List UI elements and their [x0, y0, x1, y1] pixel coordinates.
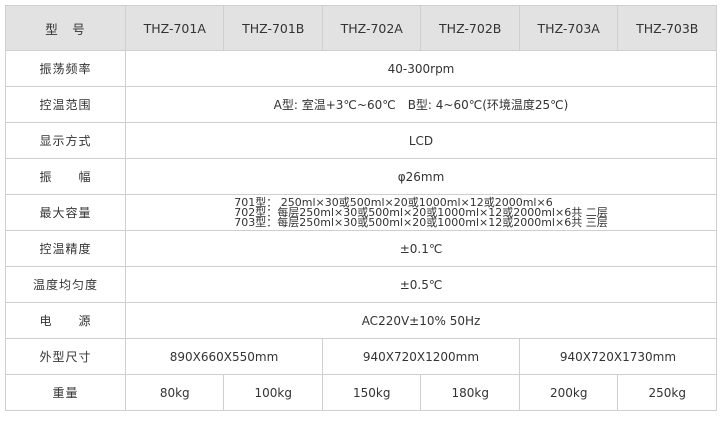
header-row: 型 号 THZ-701A THZ-701B THZ-702A THZ-702B …: [5, 5, 717, 51]
model-cell: THZ-701B: [223, 5, 323, 51]
model-cell: THZ-702A: [321, 5, 422, 51]
row-label: 控温范围: [5, 86, 126, 123]
row-frequency: 振荡频率 40-300rpm: [5, 50, 717, 87]
row-uniformity: 温度均匀度 ±0.5℃: [5, 266, 717, 303]
row-value: ±0.1℃: [125, 230, 717, 267]
row-weight: 重量 80kg 100kg 150kg 180kg 200kg 250kg: [5, 374, 717, 411]
size-value: 940X720X1730mm: [518, 338, 718, 375]
row-value: A型: 室温+3℃~60℃ B型: 4~60℃(环境温度25℃): [125, 86, 717, 123]
capacity-line: 703型：每层250ml×30或500ml×20或1000ml×12或2000m…: [234, 215, 608, 229]
row-capacity: 最大容量 701型： 250ml×30或500ml×20或1000ml×12或2…: [5, 194, 717, 231]
row-label: 控温精度: [5, 230, 126, 267]
row-value: 701型： 250ml×30或500ml×20或1000ml×12或2000ml…: [125, 194, 717, 231]
header-label: 型 号: [5, 5, 126, 51]
row-label: 振 幅: [5, 158, 126, 195]
row-label: 振荡频率: [5, 50, 126, 87]
model-cell: THZ-703B: [617, 5, 717, 51]
row-label: 温度均匀度: [5, 266, 126, 303]
row-label: 最大容量: [5, 194, 126, 231]
capacity-line: 701型： 250ml×30或500ml×20或1000ml×12或2000ml…: [234, 195, 553, 209]
spec-table: 型 号 THZ-701A THZ-701B THZ-702A THZ-702B …: [5, 5, 718, 411]
row-value: φ26mm: [125, 158, 717, 195]
weight-value: 200kg: [518, 374, 619, 411]
weight-value: 250kg: [617, 374, 717, 411]
row-value: LCD: [125, 122, 717, 159]
weight-value: 180kg: [420, 374, 520, 411]
row-display: 显示方式 LCD: [5, 122, 717, 159]
capacity-line: 702型：每层250ml×30或500ml×20或1000ml×12或2000m…: [234, 205, 608, 219]
row-amplitude: 振 幅 φ26mm: [5, 158, 717, 195]
row-label: 外型尺寸: [5, 338, 126, 375]
row-value: ±0.5℃: [125, 266, 717, 303]
weight-value: 80kg: [124, 374, 225, 411]
row-size: 外型尺寸 890X660X550mm 940X720X1200mm 940X72…: [5, 338, 718, 375]
weight-value: 100kg: [223, 374, 323, 411]
row-label: 显示方式: [5, 122, 126, 159]
row-temp-accuracy: 控温精度 ±0.1℃: [5, 230, 717, 267]
row-temp-range: 控温范围 A型: 室温+3℃~60℃ B型: 4~60℃(环境温度25℃): [5, 86, 717, 123]
size-value: 890X660X550mm: [125, 338, 323, 375]
row-power: 电 源 AC220V±10% 50Hz: [5, 302, 717, 339]
model-cell: THZ-702B: [420, 5, 520, 51]
size-value: 940X720X1200mm: [321, 338, 520, 375]
weight-value: 150kg: [321, 374, 422, 411]
model-cell: THZ-701A: [124, 5, 225, 51]
row-value: AC220V±10% 50Hz: [125, 302, 717, 339]
row-label: 重量: [5, 374, 126, 411]
model-cell: THZ-703A: [518, 5, 619, 51]
row-label: 电 源: [5, 302, 126, 339]
row-value: 40-300rpm: [125, 50, 717, 87]
